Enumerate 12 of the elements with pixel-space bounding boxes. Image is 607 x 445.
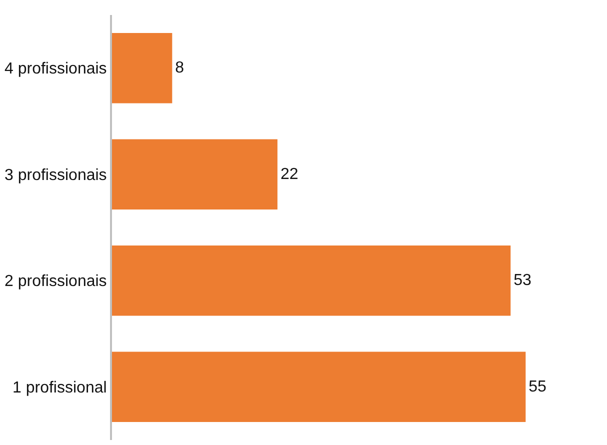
data-label: 22 (280, 166, 298, 183)
y-tick-label: 1 profissional (12, 379, 107, 396)
bar (112, 352, 526, 422)
data-label: 55 (528, 378, 547, 396)
data-label: 53 (514, 272, 532, 290)
bar (112, 33, 172, 104)
y-tick-label: 2 profissionais (4, 273, 107, 290)
y-tick-label: 4 profissionais (4, 60, 107, 78)
data-label: 8 (175, 60, 184, 77)
bar (112, 246, 511, 316)
bar (112, 139, 278, 210)
y-tick-label: 3 profissionais (4, 166, 107, 184)
